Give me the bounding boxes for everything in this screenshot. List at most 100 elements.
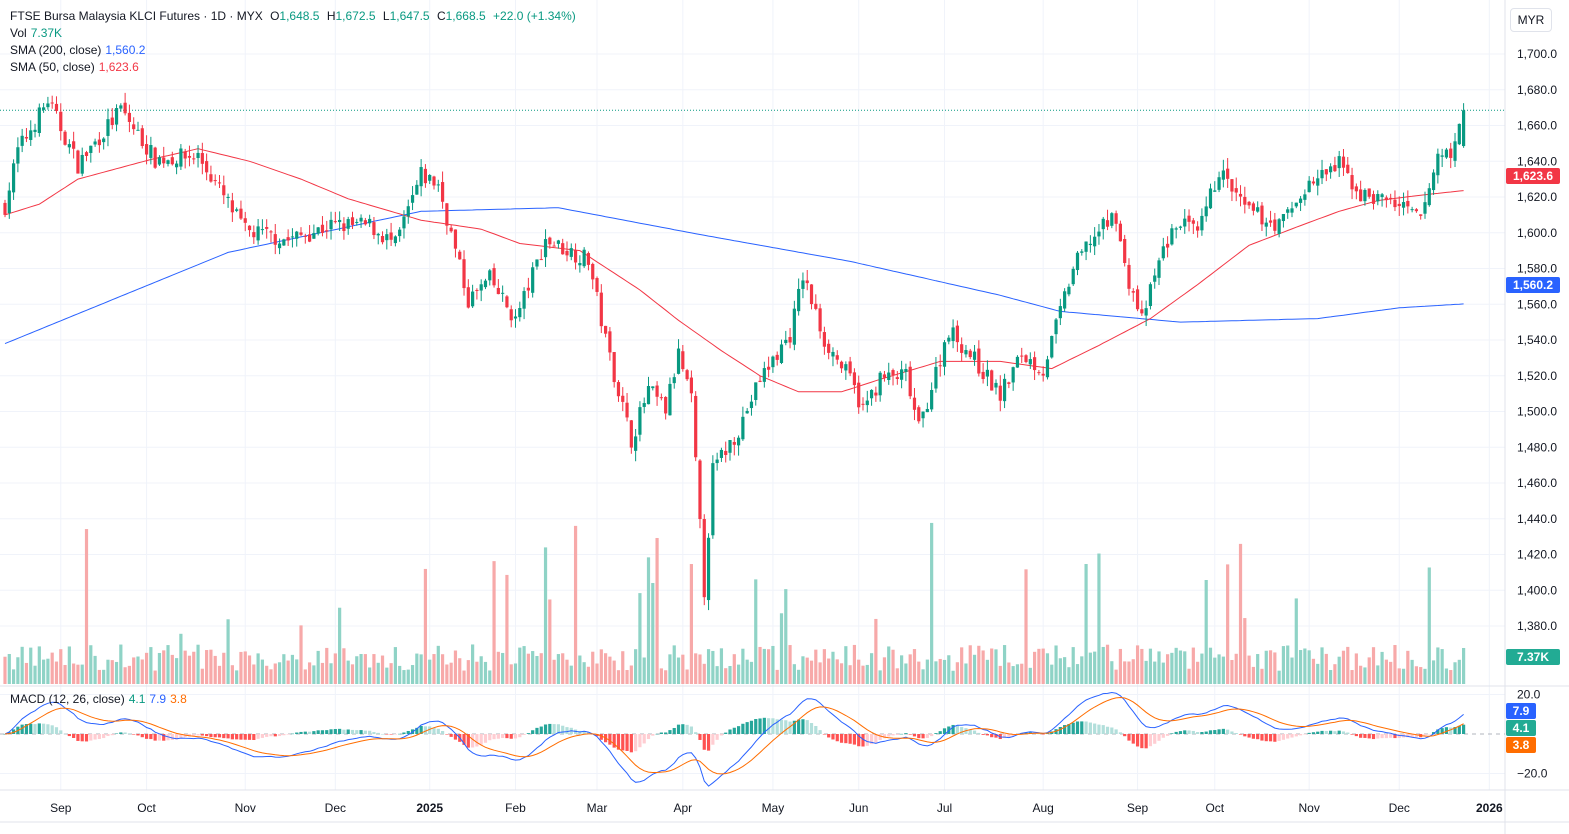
candle (732, 437, 736, 456)
candle (930, 382, 934, 412)
candle (445, 202, 449, 235)
macd-histogram-bar (153, 734, 157, 741)
candle (127, 104, 132, 133)
candle-body (706, 537, 711, 601)
candle-body (1436, 153, 1440, 176)
candle (175, 160, 179, 175)
macd-legend[interactable]: MACD (12, 26, close) 4.1 7.9 3.8 (10, 692, 187, 706)
macd-histogram-bar (908, 734, 912, 735)
macd-histogram-bar (1449, 727, 1453, 734)
candle-body (1033, 357, 1037, 371)
candle-body (1135, 289, 1140, 310)
candle-body (1346, 164, 1350, 174)
candle-body (908, 366, 912, 397)
macd-histogram-bar (758, 718, 762, 734)
macd-histogram-bar (149, 734, 153, 740)
candle (694, 391, 698, 462)
macd-histogram-bar (63, 733, 67, 735)
macd-histogram-bar (771, 718, 775, 734)
candle-body (187, 155, 192, 158)
volume-bar (428, 659, 432, 684)
macd-histogram-bar (1200, 732, 1204, 734)
candle (501, 285, 505, 302)
candle-body (93, 141, 97, 145)
sma50-value: 1,623.6 (98, 60, 139, 74)
macd-histogram-bar (938, 731, 942, 734)
candle (440, 171, 445, 209)
candle (1110, 212, 1114, 229)
candle-body (483, 280, 488, 288)
macd-histogram-bar (329, 729, 333, 734)
macd-histogram-bar (655, 733, 659, 735)
volume-bar (518, 647, 522, 684)
candle-body (63, 131, 67, 145)
currency-button[interactable]: MYR (1510, 8, 1552, 32)
volume-bar (325, 647, 329, 684)
volume-bar (1359, 665, 1363, 684)
macd-histogram-bar (1058, 727, 1062, 734)
candle-body (977, 348, 981, 374)
volume-bar (303, 669, 307, 684)
candle (166, 159, 170, 167)
macd-histogram-bar (110, 734, 114, 736)
sma200-legend[interactable]: SMA (200, close) 1,560.2 (10, 43, 146, 57)
candle-body (925, 409, 929, 413)
macd-histogram-bar (994, 734, 998, 738)
candle-body (827, 343, 831, 353)
volume-bar (1419, 667, 1423, 684)
volume-bar (784, 589, 788, 684)
macd-histogram-bar (1123, 734, 1127, 737)
candle (243, 211, 247, 232)
volume-bar (818, 662, 822, 684)
candle-body (835, 355, 839, 360)
price-axis-label: 1,700.0 (1517, 47, 1557, 61)
candle-body (1157, 260, 1161, 278)
volume-bar (655, 537, 659, 684)
volume-bar (1290, 657, 1294, 684)
candle (380, 231, 385, 245)
volume-bar (904, 663, 908, 684)
candle (1234, 177, 1238, 202)
candle (664, 396, 668, 420)
candle (415, 180, 419, 195)
candle (625, 392, 629, 422)
macd-histogram-bar (1007, 734, 1011, 738)
volume-bar (1406, 650, 1410, 684)
macd-histogram-bar (1363, 734, 1367, 738)
candle-body (449, 227, 453, 232)
volume-bar (376, 662, 380, 684)
macd-histogram-bar (1273, 734, 1277, 742)
candle-body (964, 350, 968, 355)
volume-bar (1054, 645, 1058, 684)
volume-bar (638, 593, 642, 684)
sma50-legend[interactable]: SMA (50, close) 1,623.6 (10, 60, 139, 74)
candle-body (46, 103, 50, 108)
candle (1213, 181, 1217, 192)
candle (458, 249, 462, 260)
volume-bar (1346, 646, 1350, 684)
volume-legend[interactable]: Vol 7.37K (10, 26, 63, 40)
macd-histogram-bar (295, 732, 299, 734)
macd-histogram-bar (1371, 734, 1376, 740)
volume-bar (1131, 659, 1135, 684)
candle (1273, 212, 1277, 235)
volume-bar (964, 663, 968, 684)
volume-bar (732, 654, 736, 684)
volume-bar (170, 654, 174, 684)
volume-bar (1204, 579, 1208, 684)
candle-body (797, 288, 801, 312)
candle (715, 452, 719, 471)
candle-body (119, 105, 123, 109)
macd-histogram-bar (767, 718, 771, 734)
candle (393, 235, 397, 247)
candle-body (110, 117, 114, 125)
macd-histogram-bar (1440, 728, 1444, 734)
candle (33, 123, 37, 138)
volume-bar (1410, 659, 1414, 684)
volume-bar (857, 659, 861, 684)
candle-body (741, 416, 745, 440)
candle-body (1002, 378, 1007, 402)
volume-bar (273, 663, 277, 684)
volume-bar (329, 663, 333, 684)
